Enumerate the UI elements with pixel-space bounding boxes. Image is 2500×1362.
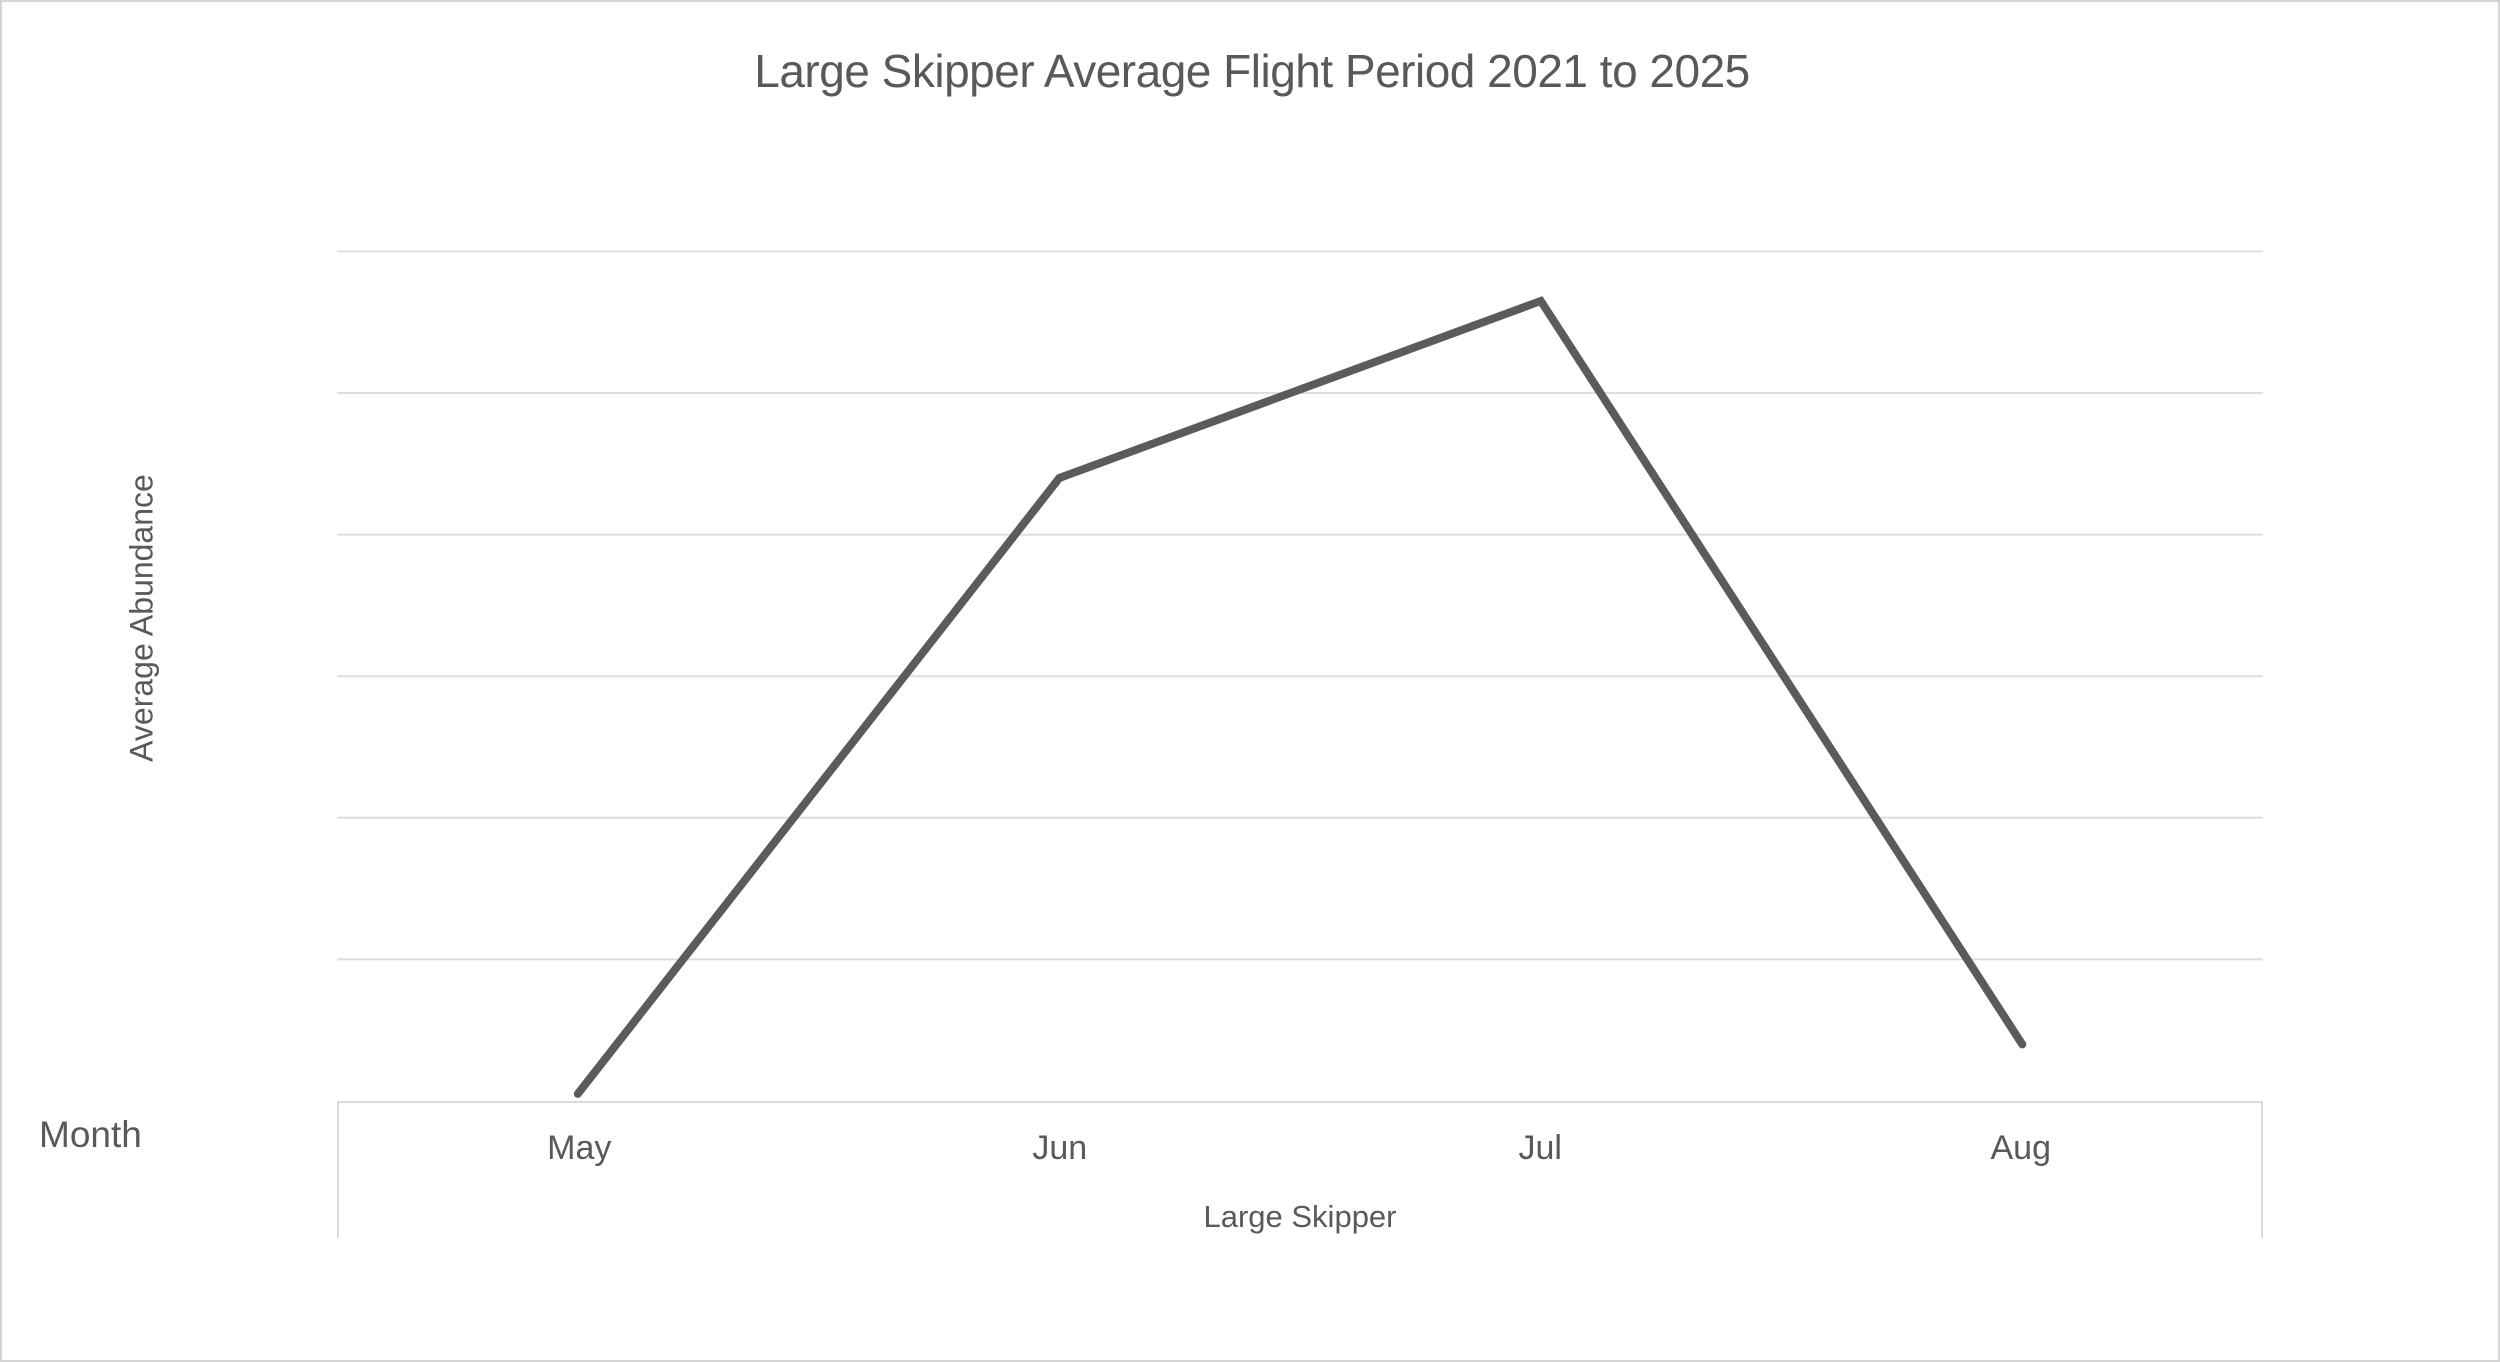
x-axis-title: Large Skipper <box>1203 1199 1397 1234</box>
series-line <box>573 296 2027 1098</box>
category-label-aug: Aug <box>1990 1129 2052 1167</box>
category-label-jul: Jul <box>1518 1129 1562 1167</box>
category-label-may: May <box>547 1129 612 1167</box>
x-axis-side-label: Month <box>39 1114 142 1155</box>
category-label-row: May Jun Jul Aug <box>339 1103 2261 1168</box>
category-label-jun: Jun <box>1032 1129 1088 1167</box>
category-axis: May Jun Jul Aug Large Skipper <box>337 1101 2263 1238</box>
chart-title: Large Skipper Average Flight Period 2021… <box>754 45 1750 97</box>
